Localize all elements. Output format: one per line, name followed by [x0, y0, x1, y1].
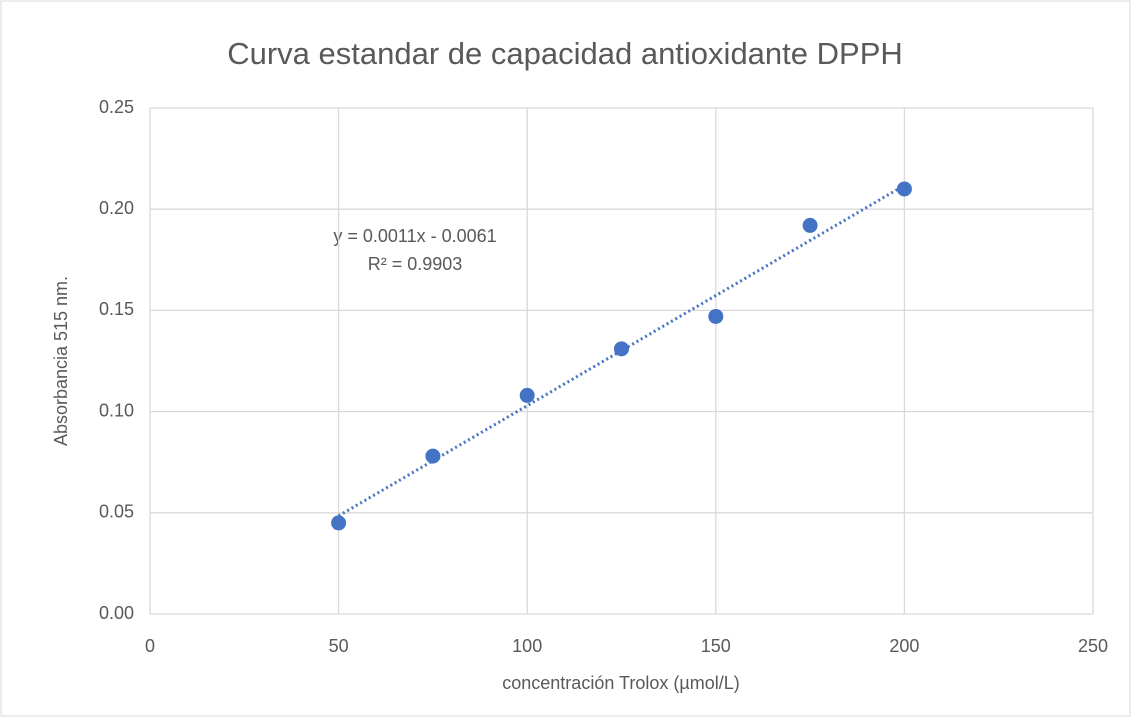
annotation: y = 0.0011x - 0.0061 [333, 226, 496, 246]
x-tick-label: 50 [329, 636, 349, 656]
x-tick-label: 250 [1078, 636, 1108, 656]
point [614, 341, 629, 357]
y-axis-label: Absorbancia 515 nm. [51, 276, 71, 446]
y-tick-label: 0.20 [99, 198, 134, 218]
trendline [337, 184, 906, 518]
x-tick-label: 0 [145, 636, 155, 656]
y-tick-label: 0.00 [99, 603, 134, 623]
point [708, 308, 724, 324]
x-axis-label: concentración Trolox (µmol/L) [502, 673, 739, 693]
y-tick-label: 0.05 [99, 502, 134, 522]
point [425, 448, 441, 464]
x-tick-label: 200 [889, 636, 919, 656]
x-tick-label: 100 [512, 636, 542, 656]
point [519, 387, 535, 403]
x-tick-label: 150 [701, 636, 731, 656]
point [802, 217, 818, 233]
chart-title: Curva estandar de capacidad antioxidante… [227, 36, 903, 71]
point [896, 181, 912, 197]
point [331, 515, 347, 531]
y-tick-label: 0.25 [99, 97, 134, 117]
y-tick-label: 0.15 [99, 299, 134, 319]
annotation: R² = 0.9903 [368, 254, 463, 274]
y-tick-label: 0.10 [99, 400, 134, 420]
